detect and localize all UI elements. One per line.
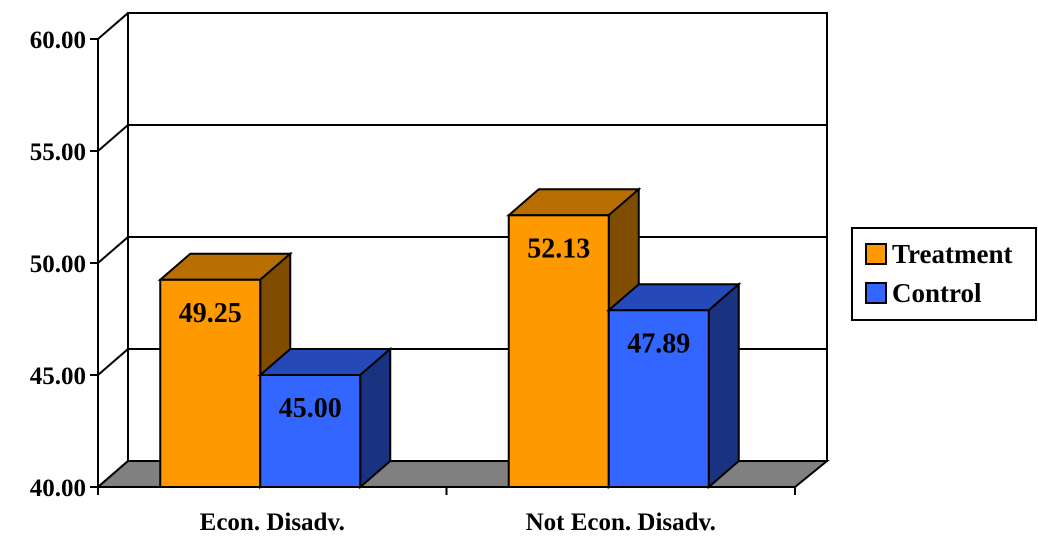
data-label: 47.89 — [627, 328, 690, 359]
legend: Treatment Control — [851, 227, 1037, 321]
y-tick-label: 55.00 — [30, 139, 86, 166]
x-tick-label: Not Econ. Disadv. — [526, 509, 716, 533]
legend-label: Control — [892, 278, 982, 308]
data-label: 49.25 — [179, 298, 242, 329]
bar-front-face — [607, 309, 710, 488]
side-gridline — [97, 236, 129, 264]
side-gridline — [97, 12, 129, 40]
data-label: 52.13 — [527, 233, 590, 264]
bar-front-face — [159, 278, 262, 488]
bar: 47.89 — [606, 282, 742, 490]
bars: 49.25 45.00 52.13 47.89 — [157, 187, 742, 490]
x-tick-labels: Econ. Disadv. Not Econ. Disadv. — [200, 509, 716, 536]
y-tick-labels: 40.00 45.00 50.00 55.00 60.00 — [30, 27, 86, 502]
bar-front-face — [259, 374, 362, 488]
x-tick-label: Econ. Disadv. — [200, 509, 345, 533]
y-tick-label: 60.00 — [30, 27, 86, 54]
side-gridline — [97, 348, 129, 376]
y-tick-label: 45.00 — [30, 363, 86, 390]
legend-swatch — [865, 282, 887, 304]
legend-swatch — [865, 243, 887, 265]
bar-side-face — [707, 282, 740, 490]
data-label: 45.00 — [279, 393, 342, 424]
y-tick-label: 40.00 — [30, 475, 86, 502]
bar: 49.25 — [157, 251, 293, 490]
bar-front-face — [507, 214, 610, 488]
y-tick-label: 50.00 — [30, 251, 86, 278]
legend-label: Treatment — [892, 239, 1012, 269]
bar: 45.00 — [257, 346, 393, 490]
side-gridline — [97, 124, 129, 152]
